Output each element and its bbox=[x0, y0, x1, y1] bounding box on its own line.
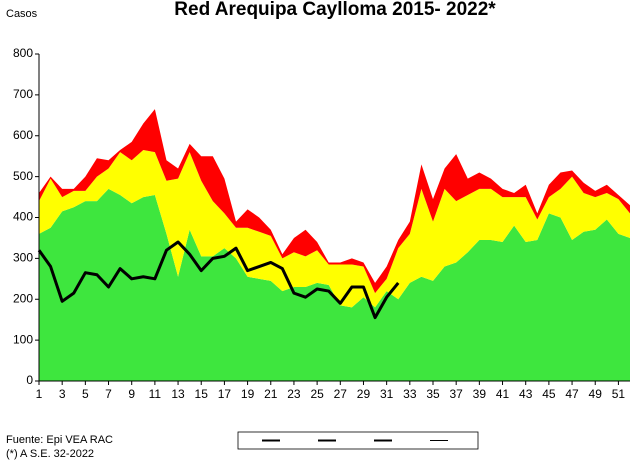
x-tick-label: 9 bbox=[128, 387, 135, 401]
x-tick-label: 17 bbox=[218, 387, 232, 401]
x-tick-label: 31 bbox=[380, 387, 394, 401]
area bbox=[39, 188, 630, 381]
x-tick-label: 37 bbox=[449, 387, 463, 401]
x-tick-label: 23 bbox=[287, 387, 301, 401]
x-tick-label: 21 bbox=[264, 387, 278, 401]
y-axis-label: Casos bbox=[6, 8, 38, 20]
note: (*) A S.E. 32-2022 bbox=[6, 448, 94, 460]
x-tick-label: 29 bbox=[357, 387, 371, 401]
area bbox=[39, 109, 630, 294]
legend bbox=[237, 431, 479, 450]
x-tick-label: 45 bbox=[542, 387, 556, 401]
y-tick-label: 400 bbox=[13, 210, 33, 224]
chart-title: Red Arequipa Caylloma 2015- 2022* bbox=[174, 0, 496, 20]
x-tick-label: 51 bbox=[612, 387, 626, 401]
legend-box bbox=[237, 431, 479, 450]
x-tick-label: 47 bbox=[565, 387, 579, 401]
x-tick-label: 1 bbox=[36, 387, 43, 401]
y-tick-label: 0 bbox=[26, 373, 33, 387]
x-tick-label: 11 bbox=[149, 387, 162, 401]
x-tick-label: 39 bbox=[473, 387, 487, 401]
y-tick-label: 500 bbox=[13, 169, 33, 183]
x-tick-label: 5 bbox=[82, 387, 89, 401]
x-tick-label: 43 bbox=[519, 387, 533, 401]
y-tick-label: 700 bbox=[13, 87, 33, 101]
y-tick-label: 600 bbox=[13, 128, 33, 142]
x-tick-label: 13 bbox=[171, 387, 185, 401]
x-tick-label: 49 bbox=[589, 387, 603, 401]
x-tick-label: 41 bbox=[496, 387, 510, 401]
source: Fuente: Epi VEA RAC bbox=[6, 434, 113, 446]
y-tick-label: 100 bbox=[13, 332, 33, 346]
x-tick-label: 3 bbox=[59, 387, 66, 401]
x-tick-label: 15 bbox=[195, 387, 209, 401]
x-tick-label: 35 bbox=[426, 387, 440, 401]
y-tick-label: 300 bbox=[13, 251, 33, 265]
area bbox=[39, 150, 630, 308]
x-tick-label: 33 bbox=[403, 387, 417, 401]
x-tick-label: 7 bbox=[105, 387, 112, 401]
x-tick-label: 25 bbox=[310, 387, 324, 401]
y-tick-label: 200 bbox=[13, 291, 33, 305]
x-tick-label: 19 bbox=[241, 387, 255, 401]
x-tick-label: 27 bbox=[334, 387, 348, 401]
line bbox=[37, 240, 400, 320]
y-tick-label: 800 bbox=[13, 46, 33, 60]
